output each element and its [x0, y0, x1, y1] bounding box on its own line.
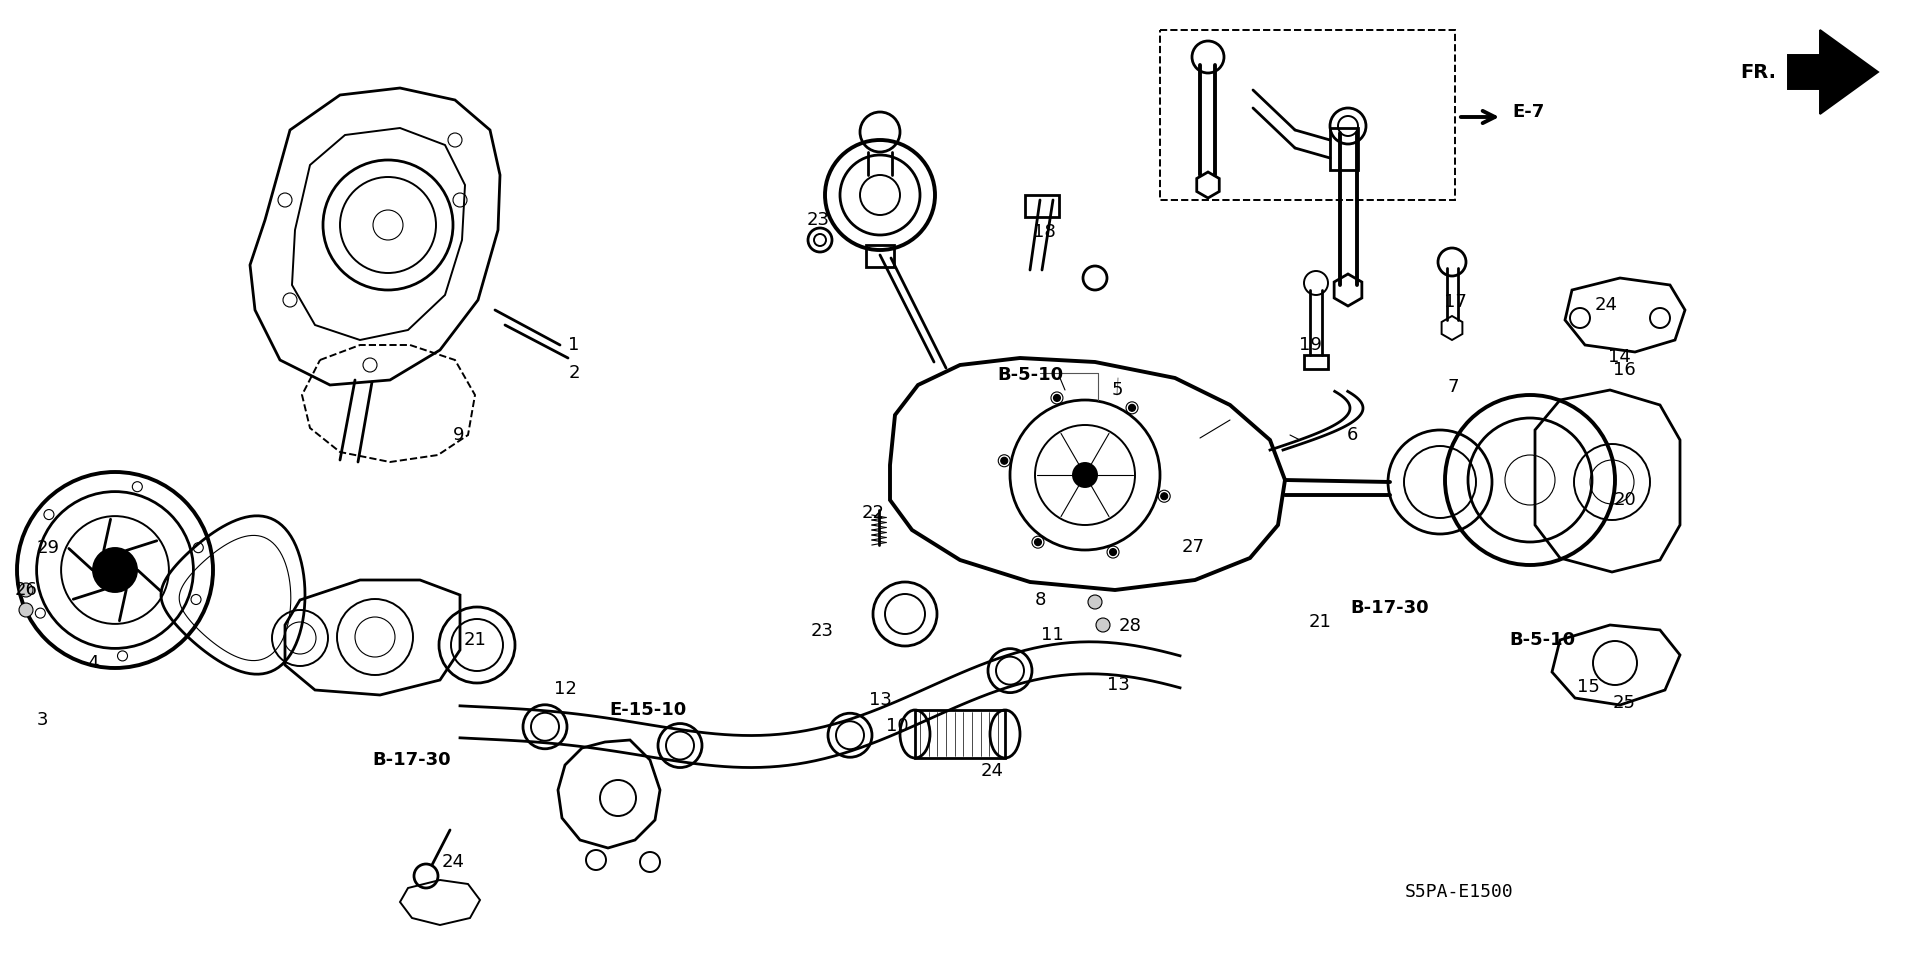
Bar	[1304, 355, 1329, 369]
Text: 13: 13	[868, 691, 891, 709]
Text: 6: 6	[1346, 426, 1357, 444]
Bar	[1160, 30, 1455, 200]
Polygon shape	[1788, 30, 1878, 114]
Text: 16: 16	[1613, 361, 1636, 379]
Text: 11: 11	[1041, 626, 1064, 644]
Text: E-15-10: E-15-10	[609, 701, 687, 719]
Circle shape	[1054, 394, 1060, 402]
Text: 27: 27	[1181, 538, 1204, 556]
Circle shape	[94, 549, 136, 592]
Text: 9: 9	[453, 426, 465, 444]
Circle shape	[19, 603, 33, 617]
Text: 12: 12	[553, 680, 576, 698]
Bar	[1331, 128, 1357, 170]
Circle shape	[1129, 405, 1135, 411]
Text: 24: 24	[442, 853, 465, 871]
Text: 18: 18	[1033, 223, 1056, 241]
Bar	[1025, 195, 1060, 217]
Text: B-17-30: B-17-30	[372, 751, 451, 769]
Text: 17: 17	[1444, 293, 1467, 311]
Text: 15: 15	[1576, 678, 1599, 696]
Text: 21: 21	[1309, 613, 1331, 631]
Circle shape	[1162, 493, 1167, 500]
Text: 5: 5	[1112, 381, 1123, 399]
Circle shape	[1000, 457, 1008, 464]
Text: 14: 14	[1607, 348, 1630, 366]
Text: 20: 20	[1613, 491, 1636, 509]
Text: 23: 23	[810, 622, 833, 640]
Circle shape	[19, 583, 33, 597]
Text: 10: 10	[885, 717, 908, 735]
Text: B-5-10: B-5-10	[996, 366, 1064, 384]
Text: 25: 25	[1613, 694, 1636, 712]
Bar	[866, 245, 895, 267]
Text: 3: 3	[36, 711, 48, 729]
Text: 7: 7	[1448, 378, 1459, 396]
Text: E-7: E-7	[1513, 103, 1544, 121]
Text: B-5-10: B-5-10	[1509, 631, 1574, 649]
Text: 28: 28	[1119, 617, 1140, 635]
Circle shape	[1035, 539, 1041, 546]
Text: 26: 26	[15, 581, 36, 599]
Text: 2: 2	[568, 364, 580, 382]
Circle shape	[1073, 463, 1096, 487]
Text: 23: 23	[806, 211, 829, 229]
Text: 4: 4	[86, 654, 98, 672]
Text: 8: 8	[1035, 591, 1046, 609]
Text: 24: 24	[981, 762, 1004, 780]
Text: 1: 1	[568, 336, 580, 354]
Circle shape	[1110, 549, 1117, 555]
Text: 22: 22	[862, 504, 885, 522]
Text: B-17-30: B-17-30	[1350, 599, 1428, 617]
Text: S5PA-E1500: S5PA-E1500	[1405, 883, 1513, 901]
Text: 29: 29	[36, 539, 60, 557]
Text: 19: 19	[1298, 336, 1321, 354]
Text: 24: 24	[1594, 296, 1617, 314]
Text: 13: 13	[1106, 676, 1129, 694]
Circle shape	[1096, 618, 1110, 632]
Text: FR.: FR.	[1740, 62, 1776, 82]
Circle shape	[1089, 595, 1102, 609]
Text: 21: 21	[463, 631, 486, 649]
Bar	[916, 710, 1004, 758]
